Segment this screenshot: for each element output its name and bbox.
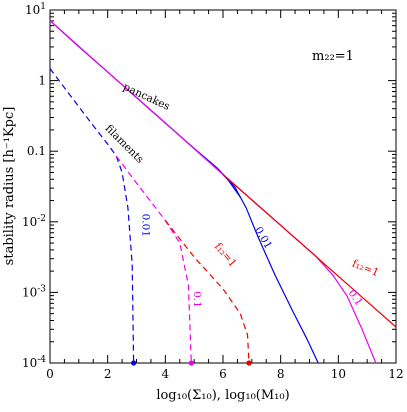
x-tick-label: 8 bbox=[277, 367, 285, 381]
end-marker-1 bbox=[188, 360, 194, 366]
x-tick-label: 4 bbox=[162, 367, 170, 381]
x-tick-label: 10 bbox=[331, 367, 346, 381]
y-tick-label: 1 bbox=[38, 74, 46, 88]
curve-label-0: pancakes bbox=[121, 81, 171, 113]
mass-annotation: m₂₂=1 bbox=[312, 49, 354, 64]
curve-0 bbox=[49, 20, 319, 364]
tick-marks: 0 2 4 6 8 10 12 101 1 0.1 10-2 10-3 10-4 bbox=[22, 2, 404, 381]
x-tick-label: 0 bbox=[46, 367, 54, 381]
curve-label-4: filaments bbox=[103, 123, 146, 166]
x-tick-label: 6 bbox=[219, 367, 227, 381]
x-tick-label: 12 bbox=[388, 367, 403, 381]
curve-label-6: 0.1 bbox=[191, 291, 203, 308]
curve-3 bbox=[222, 174, 397, 328]
curve-2 bbox=[49, 20, 377, 364]
curve-label-1: 0.01 bbox=[252, 225, 274, 251]
curve-label-5: 0.01 bbox=[139, 214, 151, 237]
end-marker-2 bbox=[246, 360, 252, 366]
curves bbox=[49, 20, 397, 364]
x-tick-label: 2 bbox=[104, 367, 112, 381]
curve-label-7: f₁₂=1 bbox=[212, 241, 239, 270]
end-marker-0 bbox=[131, 360, 137, 366]
y-tick-label: 10-3 bbox=[22, 284, 46, 299]
y-tick-label: 10-4 bbox=[22, 355, 46, 370]
curve-labels: pancakes 0.01 0.1 f₁₂=1 filaments 0.01 0.1 f₁₂=… bbox=[103, 81, 381, 308]
y-tick-label: 10-2 bbox=[22, 214, 46, 229]
end-markers bbox=[131, 360, 252, 366]
curve-7 bbox=[164, 220, 250, 364]
curve-6 bbox=[115, 155, 192, 364]
x-axis-label: log₁₀(Σ₁₀), log₁₀(M₁₀) bbox=[156, 388, 289, 403]
curve-label-3: f₁₂=1 bbox=[350, 258, 380, 280]
y-tick-label: 101 bbox=[25, 2, 46, 17]
curve-label-2: 0.1 bbox=[346, 287, 365, 308]
y-tick-label: 0.1 bbox=[27, 144, 46, 158]
curve-4 bbox=[49, 68, 135, 364]
y-axis-label: stability radius [h⁻¹Kpc] bbox=[2, 107, 17, 266]
